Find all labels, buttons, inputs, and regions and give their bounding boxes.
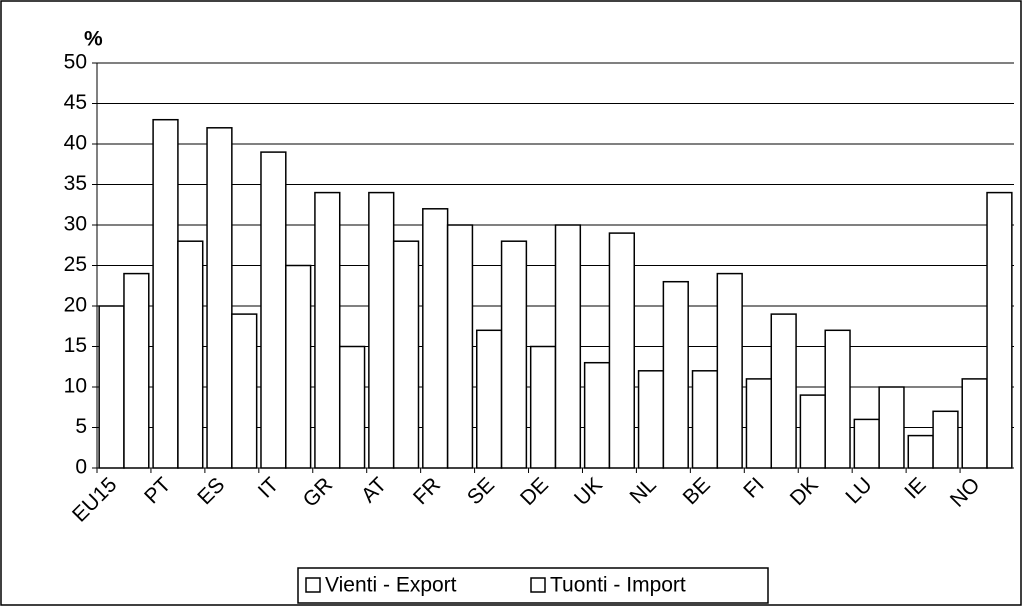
bar: [799, 394, 826, 469]
bar: [932, 410, 959, 469]
bar: [98, 305, 125, 469]
legend-label: Tuonti - Import: [550, 574, 686, 597]
bar: [853, 418, 880, 469]
y-tick-label: 15: [64, 334, 87, 357]
y-tick-label: 25: [64, 253, 87, 276]
bar: [907, 434, 934, 469]
bar: [392, 240, 420, 469]
bar: [662, 280, 689, 469]
bar: [554, 224, 582, 469]
bar: [475, 329, 503, 469]
bar: [608, 232, 636, 469]
y-tick-label: 35: [64, 172, 87, 195]
y-tick-label: 10: [64, 375, 87, 398]
bar: [745, 378, 773, 469]
legend-swatch: [305, 577, 321, 593]
y-tick-label: 20: [64, 294, 87, 317]
bar: [770, 313, 797, 469]
bar: [177, 240, 204, 469]
legend-swatch: [530, 577, 546, 593]
bar: [260, 151, 287, 469]
bar: [961, 378, 988, 469]
bar: [637, 370, 665, 469]
bar: [152, 118, 179, 469]
legend-label: Vienti - Export: [325, 574, 457, 597]
y-unit-label: %: [84, 28, 103, 51]
bar: [123, 272, 150, 469]
bar: [529, 345, 557, 469]
bar: [878, 386, 905, 469]
bar: [285, 264, 312, 469]
bar: [986, 191, 1013, 469]
bar: [583, 361, 611, 469]
bar: [716, 272, 743, 469]
y-tick-label: 0: [75, 456, 87, 479]
bar: [368, 191, 395, 469]
y-tick-label: 40: [64, 132, 87, 155]
bar: [446, 224, 474, 469]
bar: [824, 329, 851, 469]
bar: [338, 345, 366, 469]
y-tick-label: 30: [64, 213, 87, 236]
bar: [231, 313, 258, 469]
y-tick-label: 50: [64, 51, 87, 74]
bar: [691, 370, 719, 469]
bar: [314, 191, 341, 469]
bar: [422, 208, 449, 469]
bar: [206, 127, 233, 469]
bar: [500, 240, 528, 469]
y-tick-label: 5: [75, 415, 87, 438]
y-tick-label: 45: [64, 91, 87, 114]
